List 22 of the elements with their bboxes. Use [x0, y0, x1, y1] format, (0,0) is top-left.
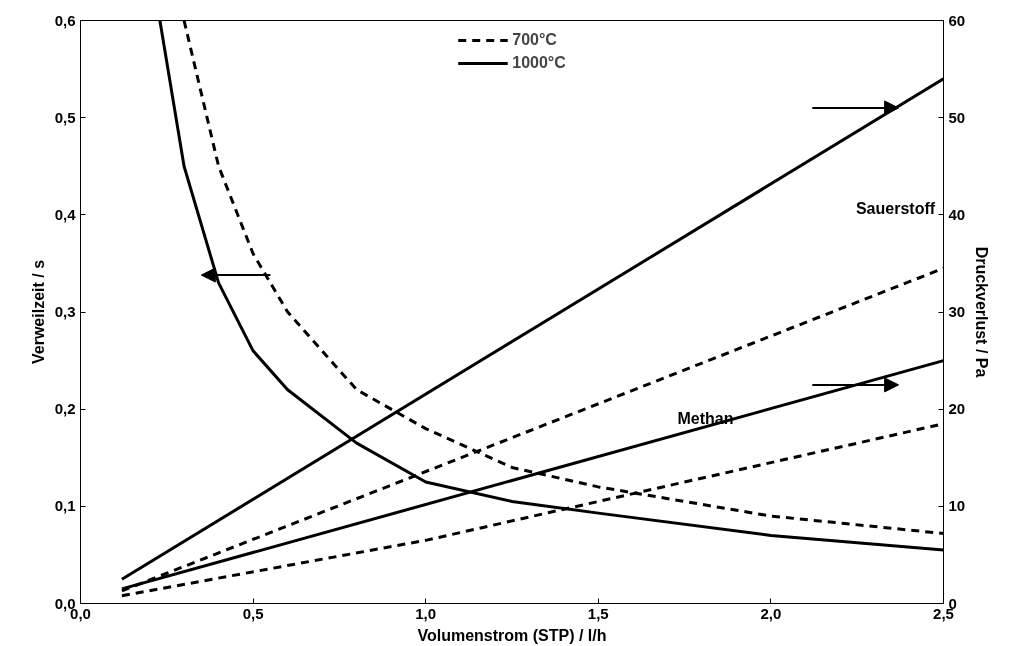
x-tick-label: 1,5 [587, 604, 609, 622]
y2-tick-label: 20 [948, 400, 966, 418]
y2-tick-label: 30 [948, 303, 966, 320]
y-axis-title: Verweilzeit / s [29, 259, 47, 365]
annotation: Sauerstoff [855, 200, 936, 217]
x-tick-label: 1,0 [415, 604, 437, 622]
y2-tick-label: 50 [948, 108, 966, 126]
y-tick-label: 0,4 [54, 205, 77, 223]
y-tick-label: 0,2 [54, 400, 76, 418]
y-tick-label: 0,6 [54, 11, 76, 29]
legend-label: 700°C [512, 31, 557, 49]
y-tick-label: 0,1 [54, 497, 76, 515]
x-tick-label: 2,0 [760, 604, 782, 622]
y2-axis-title: Druckverlust / Pa [973, 246, 991, 378]
y-tick-label: 0,5 [54, 108, 76, 126]
y-tick-label: 0,3 [54, 303, 76, 320]
y2-tick-label: 10 [948, 497, 966, 515]
x-axis-title: Volumenstrom (STP) / l/h [417, 626, 607, 644]
y2-tick-label: 60 [948, 11, 966, 29]
x-tick-label: 0,5 [242, 604, 264, 622]
legend-label: 1000°C [512, 54, 566, 72]
y2-tick-label: 40 [948, 205, 966, 223]
